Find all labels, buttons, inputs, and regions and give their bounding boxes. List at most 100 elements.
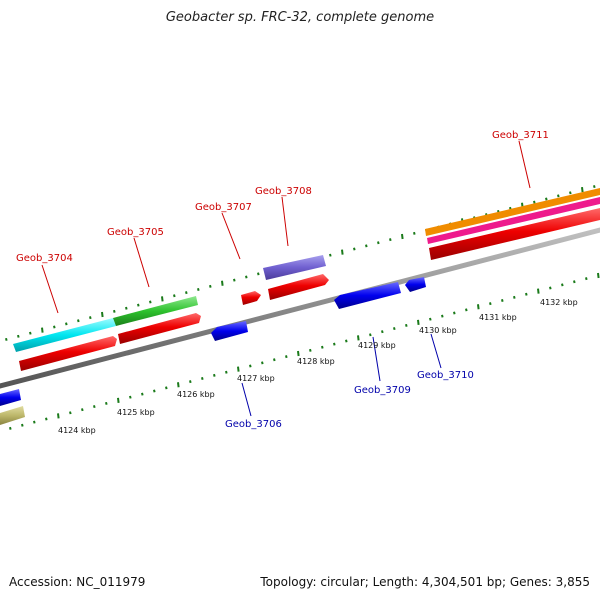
gene-forward-magenta[interactable] (427, 197, 600, 244)
minor-tick (389, 238, 392, 242)
minor-tick (17, 334, 20, 338)
minor-tick (545, 197, 548, 201)
major-tick (177, 382, 180, 388)
minor-tick (561, 283, 564, 287)
position-label: 4130 kbp (419, 326, 457, 335)
minor-tick (77, 319, 80, 323)
minor-tick (65, 322, 68, 326)
major-tick (117, 397, 120, 403)
gene-label-geob-3707[interactable]: Geob_3707 (195, 202, 252, 213)
major-tick (221, 280, 224, 286)
major-tick (101, 311, 104, 318)
minor-tick (257, 272, 260, 276)
position-label: 4132 kbp (540, 298, 578, 307)
minor-tick (405, 323, 408, 327)
gene-label-geob-3706[interactable]: Geob_3706 (225, 419, 282, 430)
minor-tick (189, 380, 192, 384)
minor-tick (9, 426, 12, 430)
minor-tick (89, 316, 92, 320)
gene-labels: Geob_3704 Geob_3705 Geob_3707 Geob_3708 … (16, 130, 549, 430)
minor-tick (45, 417, 48, 421)
gene-geob-3706-arrow[interactable] (211, 321, 248, 341)
gene-forward-red-2[interactable] (118, 313, 201, 344)
position-labels: 4124 kbp 4125 kbp 4126 kbp 4127 kbp 4128… (58, 298, 578, 435)
minor-tick (141, 392, 144, 396)
minor-tick (29, 331, 32, 335)
major-tick (237, 366, 240, 372)
gene-geob-3708-arrow[interactable] (263, 255, 326, 280)
minor-tick (93, 405, 96, 409)
minor-tick (249, 364, 252, 368)
minor-tick (593, 185, 596, 189)
gene-label-geob-3708[interactable]: Geob_3708 (255, 186, 312, 197)
gene-label-geob-3709[interactable]: Geob_3709 (354, 385, 411, 396)
genome-summary-text: Topology: circular; Length: 4,304,501 bp… (260, 575, 590, 589)
gene-label-geob-3705[interactable]: Geob_3705 (107, 227, 164, 238)
major-tick (57, 413, 60, 419)
gene-forward-red-3[interactable] (268, 274, 329, 300)
minor-tick (413, 231, 416, 235)
position-label: 4129 kbp (358, 341, 396, 350)
minor-tick (125, 306, 128, 310)
minor-tick (381, 330, 384, 334)
minor-tick (453, 311, 456, 315)
position-label: 4127 kbp (237, 374, 275, 383)
gene-forward-red-4[interactable] (429, 208, 600, 260)
minor-tick (569, 191, 572, 195)
major-tick (597, 272, 600, 279)
minor-tick (369, 333, 372, 337)
gene-geob-3705-arrow[interactable] (113, 296, 198, 326)
major-tick (537, 288, 540, 294)
minor-tick (345, 339, 348, 343)
minor-tick (573, 280, 576, 284)
minor-tick (201, 376, 204, 380)
minor-tick (333, 342, 336, 346)
major-tick (41, 327, 44, 333)
minor-tick (149, 300, 152, 304)
minor-tick (185, 291, 188, 295)
minor-tick (285, 355, 288, 359)
gene-reverse-blue-left[interactable] (0, 389, 21, 406)
minor-tick (533, 200, 536, 204)
reverse-genes (0, 277, 426, 425)
major-tick (417, 319, 420, 325)
position-label: 4128 kbp (297, 357, 335, 366)
minor-tick (113, 309, 116, 313)
minor-tick (209, 284, 212, 288)
minor-tick (81, 408, 84, 412)
minor-tick (197, 288, 200, 292)
map-title: Geobacter sp. FRC-32, complete genome (165, 10, 435, 25)
gene-geob-3711-arrow[interactable] (425, 188, 600, 236)
gene-label-geob-3710[interactable]: Geob_3710 (417, 370, 474, 381)
position-label: 4124 kbp (58, 426, 96, 435)
minor-tick (585, 277, 588, 281)
major-tick (477, 304, 480, 310)
gene-label-geob-3711[interactable]: Geob_3711 (492, 130, 549, 141)
minor-tick (173, 294, 176, 298)
minor-tick (309, 348, 312, 352)
minor-tick (353, 247, 356, 251)
minor-tick (365, 244, 368, 248)
gene-label-geob-3704[interactable]: Geob_3704 (16, 253, 73, 264)
forward-genes (13, 188, 600, 371)
minor-tick (321, 345, 324, 349)
gene-forward-red-1[interactable] (19, 336, 117, 371)
minor-tick (105, 401, 108, 405)
gene-geob-3710-arrow[interactable] (405, 277, 426, 292)
major-tick (581, 187, 584, 193)
gene-geob-3709-arrow[interactable] (334, 282, 401, 309)
minor-tick (21, 423, 24, 427)
minor-tick (33, 420, 36, 424)
minor-tick (549, 286, 552, 290)
gene-reverse-olive-left[interactable] (0, 406, 25, 425)
minor-tick (273, 358, 276, 362)
gene-geob-3707-arrow[interactable] (241, 291, 261, 305)
minor-tick (213, 373, 216, 377)
gene-geob-3704-arrow[interactable] (13, 318, 116, 352)
minor-tick (165, 386, 168, 390)
minor-tick (5, 337, 8, 341)
minor-tick (501, 298, 504, 302)
major-tick (341, 249, 344, 255)
minor-tick (261, 361, 264, 365)
